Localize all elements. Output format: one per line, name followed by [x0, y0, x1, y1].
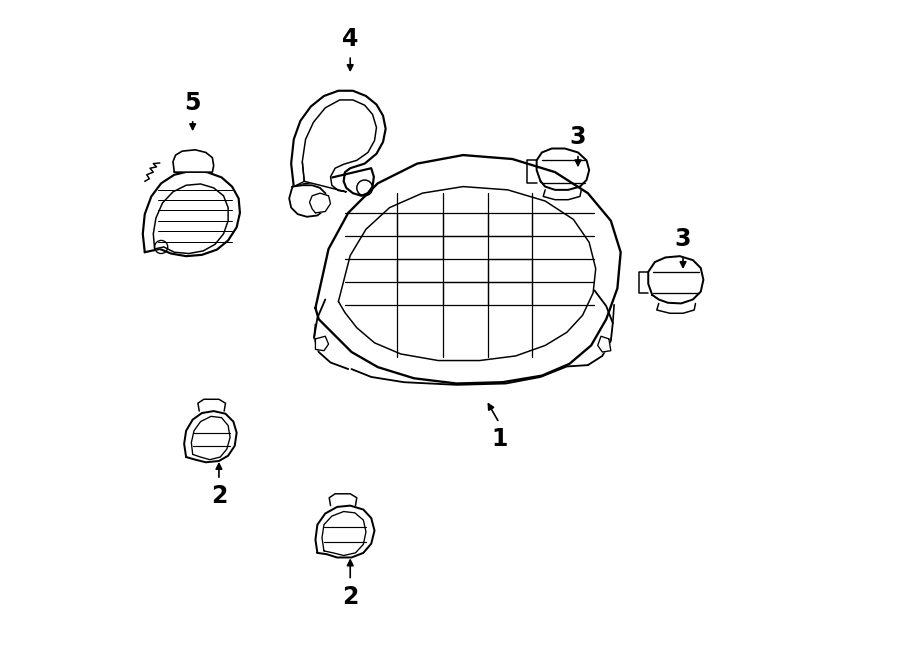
Polygon shape: [310, 193, 330, 213]
Polygon shape: [315, 155, 621, 383]
Polygon shape: [338, 187, 596, 361]
Polygon shape: [598, 336, 611, 352]
Text: 1: 1: [491, 427, 508, 451]
Polygon shape: [143, 171, 240, 256]
Polygon shape: [153, 184, 228, 254]
Text: 5: 5: [184, 91, 201, 115]
Text: 2: 2: [211, 485, 227, 508]
Polygon shape: [173, 150, 213, 172]
Text: 2: 2: [342, 585, 358, 609]
Text: 3: 3: [570, 125, 586, 150]
Polygon shape: [315, 506, 374, 557]
Polygon shape: [322, 512, 366, 555]
Polygon shape: [648, 256, 704, 303]
Polygon shape: [289, 185, 327, 216]
Polygon shape: [291, 91, 386, 196]
Polygon shape: [315, 336, 328, 351]
Polygon shape: [192, 416, 230, 459]
Polygon shape: [302, 100, 376, 192]
Text: 3: 3: [675, 227, 691, 251]
Polygon shape: [536, 148, 590, 190]
Text: 4: 4: [342, 27, 358, 51]
Polygon shape: [184, 411, 237, 462]
